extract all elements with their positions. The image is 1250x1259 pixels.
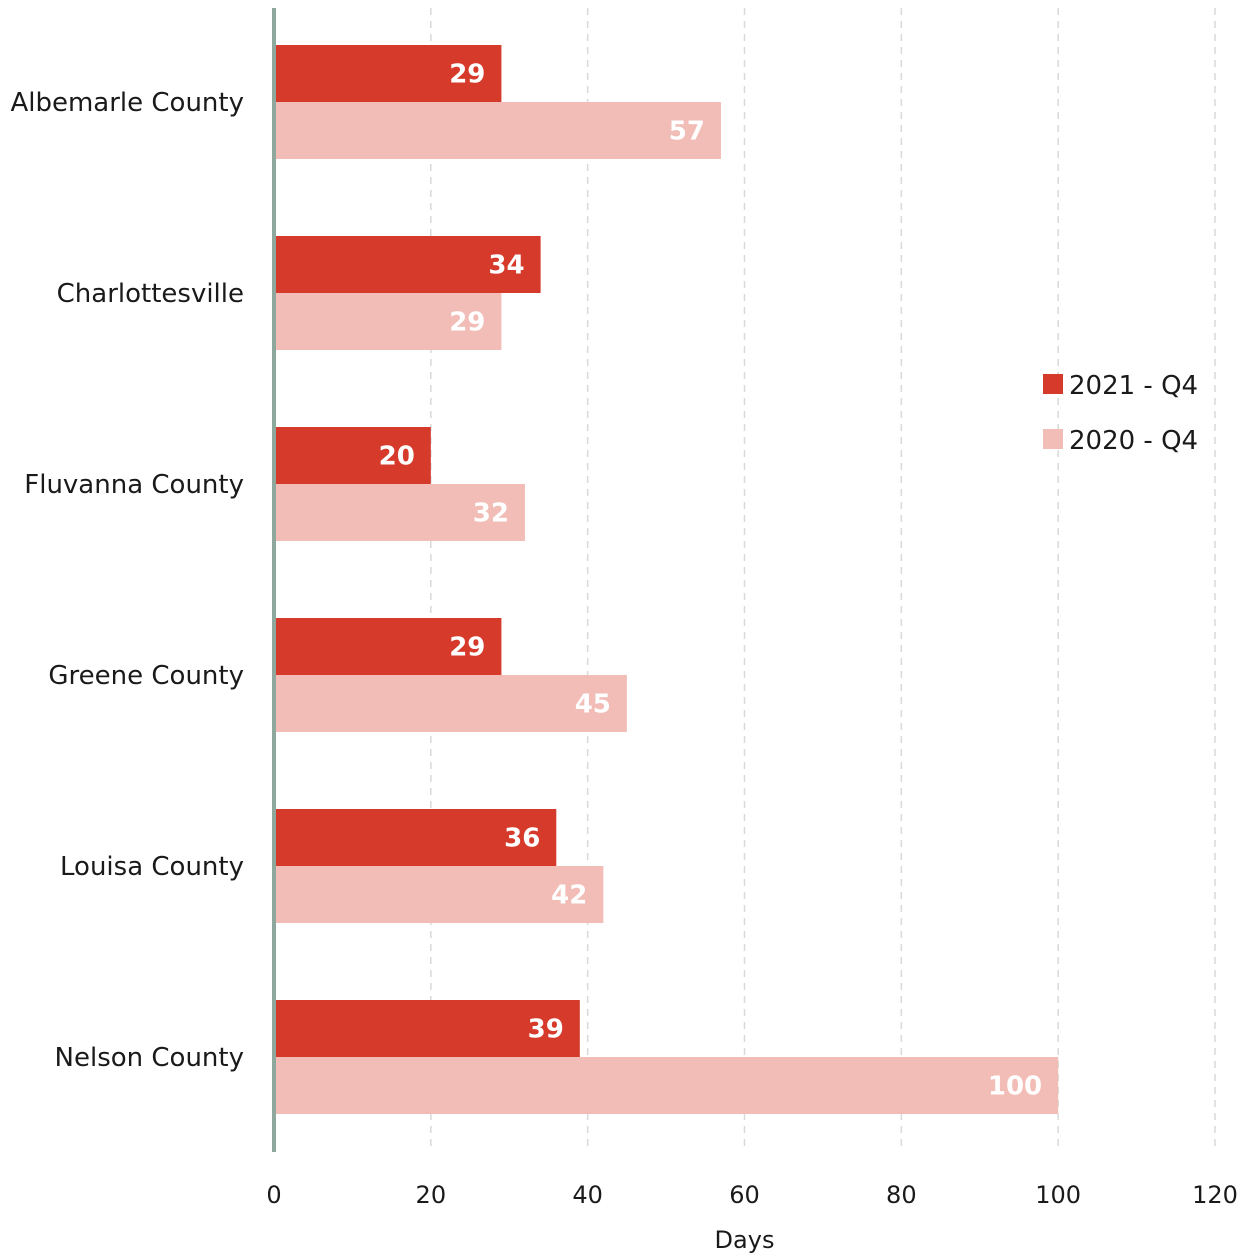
x-axis-title: Days [715, 1226, 775, 1254]
x-tick-0: 0 [266, 1181, 281, 1209]
x-tick-60: 60 [729, 1181, 760, 1209]
category-label-fluvanna-county: Fluvanna County [24, 470, 244, 500]
data-label-fluvanna-county-0: 20 [379, 442, 415, 472]
x-tick-100: 100 [1035, 1181, 1081, 1209]
data-label-louisa-county-0: 36 [504, 824, 540, 854]
category-label-charlottesville: Charlottesville [57, 279, 244, 309]
x-tick-20: 20 [416, 1181, 447, 1209]
data-label-albemarle-county-0: 29 [449, 60, 485, 90]
bar-greene-county-2020-q4 [274, 675, 627, 732]
data-label-charlottesville-1: 29 [449, 308, 485, 338]
bar-albemarle-county-2021-q4 [274, 45, 502, 102]
data-label-nelson-county-1: 100 [988, 1072, 1042, 1102]
data-label-louisa-county-1: 42 [551, 881, 587, 911]
x-tick-40: 40 [572, 1181, 603, 1209]
bar-fluvanna-county-2021-q4 [274, 427, 431, 484]
legend-swatch-2020-q4 [1043, 429, 1063, 449]
category-labels: Albemarle County Charlottesville Fluvanna … [10, 88, 244, 1073]
bar-louisa-county-2020-q4 [274, 866, 604, 923]
bar-charlottesville-2021-q4 [274, 236, 541, 293]
bar-nelson-county-2021-q4 [274, 1000, 580, 1057]
data-label-nelson-county-0: 39 [528, 1015, 564, 1045]
data-label-charlottesville-0: 34 [488, 251, 524, 281]
bar-charlottesville-2020-q4 [274, 293, 502, 350]
bar-greene-county-2021-q4 [274, 618, 502, 675]
category-label-greene-county: Greene County [48, 661, 244, 691]
gridlines [430, 8, 1216, 1152]
legend-label-2021-q4: 2021 - Q4 [1069, 371, 1198, 401]
x-tick-80: 80 [886, 1181, 917, 1209]
legend: 2021 - Q4 2020 - Q4 [1043, 371, 1198, 456]
data-label-fluvanna-county-1: 32 [473, 499, 509, 529]
x-tick-120: 120 [1192, 1181, 1238, 1209]
bar-fluvanna-county-2020-q4 [274, 484, 525, 541]
bar-albemarle-county-2020-q4 [274, 102, 721, 159]
category-label-louisa-county: Louisa County [60, 852, 244, 882]
bars [274, 45, 1059, 1114]
bar-louisa-county-2021-q4 [274, 809, 557, 866]
x-tick-labels: 0 20 40 60 80 100 120 [266, 1181, 1238, 1209]
legend-swatch-2021-q4 [1043, 374, 1063, 394]
bar-nelson-county-2020-q4 [274, 1057, 1059, 1114]
category-label-nelson-county: Nelson County [55, 1043, 244, 1073]
data-label-albemarle-county-1: 57 [669, 117, 705, 147]
data-label-greene-county-0: 29 [449, 633, 485, 663]
data-label-greene-county-1: 45 [575, 690, 611, 720]
category-label-albemarle-county: Albemarle County [10, 88, 244, 118]
legend-label-2020-q4: 2020 - Q4 [1069, 426, 1198, 456]
